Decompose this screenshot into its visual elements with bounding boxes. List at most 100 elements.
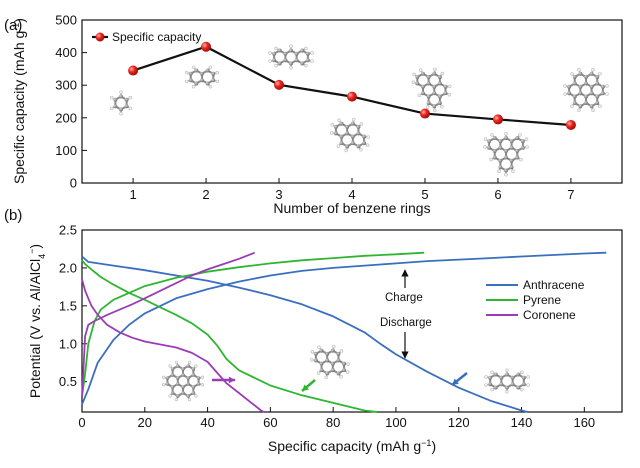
carbon-atom xyxy=(572,94,577,99)
carbon-atom xyxy=(300,61,305,66)
carbon-atom xyxy=(421,91,425,96)
carbon-atom xyxy=(504,136,508,140)
carbon-atom xyxy=(572,75,577,79)
carbon-atom xyxy=(186,382,190,386)
hydrogen-atom xyxy=(605,84,609,88)
hydrogen-atom xyxy=(332,344,336,349)
hydrogen-atom xyxy=(215,70,220,75)
legend-coronene: Coronene xyxy=(523,308,576,322)
hydrogen-atom xyxy=(336,144,341,148)
x-tick-label: 6 xyxy=(494,187,501,202)
carbon-atom xyxy=(191,391,196,395)
anthracene-arrow xyxy=(451,372,468,386)
hydrogen-atom xyxy=(519,157,523,162)
coronene-arrow xyxy=(212,376,235,384)
hydrogen-atom xyxy=(440,104,444,109)
carbon-atom xyxy=(333,124,338,129)
carbon-atom xyxy=(432,91,437,96)
hydrogen-atom xyxy=(200,375,205,379)
hydrogen-atom xyxy=(304,46,308,51)
carbon-atom xyxy=(313,351,318,356)
hydrogen-atom xyxy=(490,387,494,392)
panel-a-ticks: 1 2 3 4 5 6 7 0 100 200 300 400 500 xyxy=(55,13,574,203)
carbon-atom xyxy=(305,51,310,56)
carbon-atom xyxy=(589,91,594,96)
x-tick-label: 120 xyxy=(448,415,470,430)
x-tick-label: 0 xyxy=(78,415,85,430)
hydrogen-atom xyxy=(337,118,341,122)
carbon-atom xyxy=(181,373,185,377)
carbon-atom xyxy=(188,78,193,83)
carbon-atom xyxy=(350,121,355,126)
carbon-atom xyxy=(181,385,185,389)
y-tick-label: 2.5 xyxy=(59,223,77,238)
hydrogen-atom xyxy=(346,370,350,374)
perylene-icon xyxy=(411,67,452,113)
carbon-atom xyxy=(567,84,572,89)
hydrogen-atom xyxy=(520,370,524,375)
carbon-atom xyxy=(345,124,350,129)
hydrogen-atom xyxy=(518,133,522,137)
carbon-atom xyxy=(176,364,180,368)
carbon-atom xyxy=(510,382,515,387)
carbon-atom xyxy=(319,368,324,373)
panel-b-label: (b) xyxy=(4,207,22,224)
x-tick-label: 100 xyxy=(385,415,407,430)
anthracene-icon xyxy=(484,368,530,394)
carbon-atom xyxy=(170,373,175,377)
carbon-atom xyxy=(505,372,509,377)
hydrogen-atom xyxy=(208,84,213,89)
hydrogen-atom xyxy=(563,92,567,96)
pyrene-icon xyxy=(329,117,371,153)
discharge-label: Discharge xyxy=(380,317,432,329)
carbon-atom xyxy=(578,104,583,109)
carbon-atom xyxy=(589,71,594,76)
carbon-atom xyxy=(277,61,282,66)
carbon-atom xyxy=(186,376,190,380)
carbon-atom xyxy=(113,97,118,102)
carbon-atom xyxy=(493,372,498,377)
data-point-3-rings xyxy=(274,79,285,90)
y-tick-label: 100 xyxy=(55,143,77,158)
carbon-atom xyxy=(336,371,341,376)
carbon-atom xyxy=(488,382,493,387)
carbon-atom xyxy=(521,382,526,387)
carbon-atom xyxy=(504,155,508,160)
carbon-atom xyxy=(520,139,525,144)
pyrene-icon xyxy=(309,344,351,380)
y-tick-label: 2.0 xyxy=(59,260,77,275)
hydrogen-atom xyxy=(119,90,123,95)
hydrogen-atom xyxy=(274,46,278,51)
panel-b-x-axis-label: Specific capacity (mAh g−1) xyxy=(268,438,436,454)
carbon-atom xyxy=(205,68,210,73)
pyrene-charge-curve xyxy=(81,251,425,397)
hydrogen-atom xyxy=(316,371,321,375)
carbon-atom xyxy=(333,131,338,136)
carbon-atom xyxy=(589,84,594,89)
carbon-atom xyxy=(521,375,526,380)
hydrogen-atom xyxy=(419,68,423,72)
carbon-atom xyxy=(319,348,324,353)
carbon-atom xyxy=(194,81,199,86)
carbon-atom xyxy=(294,58,299,63)
panel-b-ticks: 0 20 40 60 80 100 120 140 160 0.5 1.0 1.5 2.0 2.5 xyxy=(59,223,595,431)
hydrogen-atom xyxy=(577,108,581,112)
carbon-atom xyxy=(277,48,282,53)
carbon-atom xyxy=(362,134,367,139)
hydrogen-atom xyxy=(504,172,508,177)
carbon-atom xyxy=(330,348,335,353)
carbon-atom xyxy=(600,91,605,96)
carbon-atom xyxy=(584,101,588,105)
arrow-head xyxy=(228,376,235,384)
x-tick-label: 40 xyxy=(200,415,214,430)
carbon-atom xyxy=(487,145,492,150)
carbon-atom xyxy=(572,81,577,86)
data-point-7-rings xyxy=(565,119,576,130)
legend-pyrene: Pyrene xyxy=(523,293,561,307)
carbon-atom xyxy=(181,367,185,371)
carbon-atom xyxy=(186,394,190,398)
carbon-atom xyxy=(432,104,437,109)
hydrogen-atom xyxy=(440,71,445,76)
carbon-atom xyxy=(437,75,442,79)
coronene-icon xyxy=(161,360,205,402)
